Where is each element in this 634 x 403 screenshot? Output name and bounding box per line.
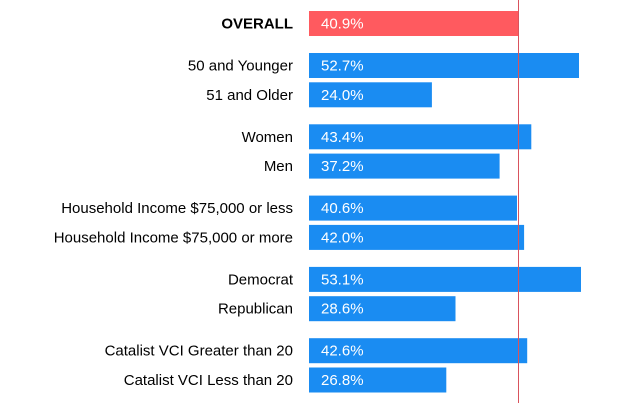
value-label: 42.6% [321,343,364,360]
bar-row: Women 43.4% [242,124,532,150]
value-label: 40.9% [321,16,364,33]
bar [309,82,432,108]
bar-row: 50 and Younger 52.7% [188,53,579,78]
bar [309,367,447,393]
value-label: 26.8% [321,372,364,389]
category-label: OVERALL [221,16,293,33]
bar-row: Catalist VCI Less than 20 26.8% [124,367,447,393]
value-label: 53.1% [321,271,364,288]
value-label: 24.0% [321,87,364,104]
bar [309,338,528,364]
value-label: 28.6% [321,301,364,318]
bar-row: Republican 28.6% [218,296,456,322]
bar [309,195,517,221]
category-label: Household Income $75,000 or more [54,229,293,246]
bar [309,224,525,250]
bar-row: OVERALL 40.9% [221,11,519,36]
value-label: 40.6% [321,200,364,217]
bar [309,153,500,179]
chart-rows: OVERALL 40.9% 50 and Younger 52.7% 51 and Ol… [54,11,581,393]
bar-row: 51 and Older 24.0% [206,82,432,108]
bar-row: Men 37.2% [264,153,500,179]
value-label: 42.0% [321,229,364,246]
value-label: 43.4% [321,129,364,146]
bar [309,53,579,78]
value-label: 37.2% [321,158,364,175]
category-label: Men [264,158,293,175]
overall-bar [309,11,519,36]
category-label: 51 and Older [206,87,293,104]
category-label: Republican [218,301,293,318]
category-label: Women [242,129,293,146]
bar [309,296,456,322]
category-label: 50 and Younger [188,58,293,75]
bar-row: Catalist VCI Greater than 20 42.6% [105,338,528,364]
bar [309,266,581,292]
bar [309,124,532,150]
category-label: Catalist VCI Greater than 20 [105,343,293,360]
value-label: 52.7% [321,58,364,75]
category-label: Democrat [228,271,294,288]
category-label: Catalist VCI Less than 20 [124,372,293,389]
bar-row: Democrat 53.1% [228,266,581,292]
bar-row: Household Income $75,000 or less 40.6% [61,195,517,221]
bar-row: Household Income $75,000 or more 42.0% [54,224,525,250]
category-label: Household Income $75,000 or less [61,200,293,217]
